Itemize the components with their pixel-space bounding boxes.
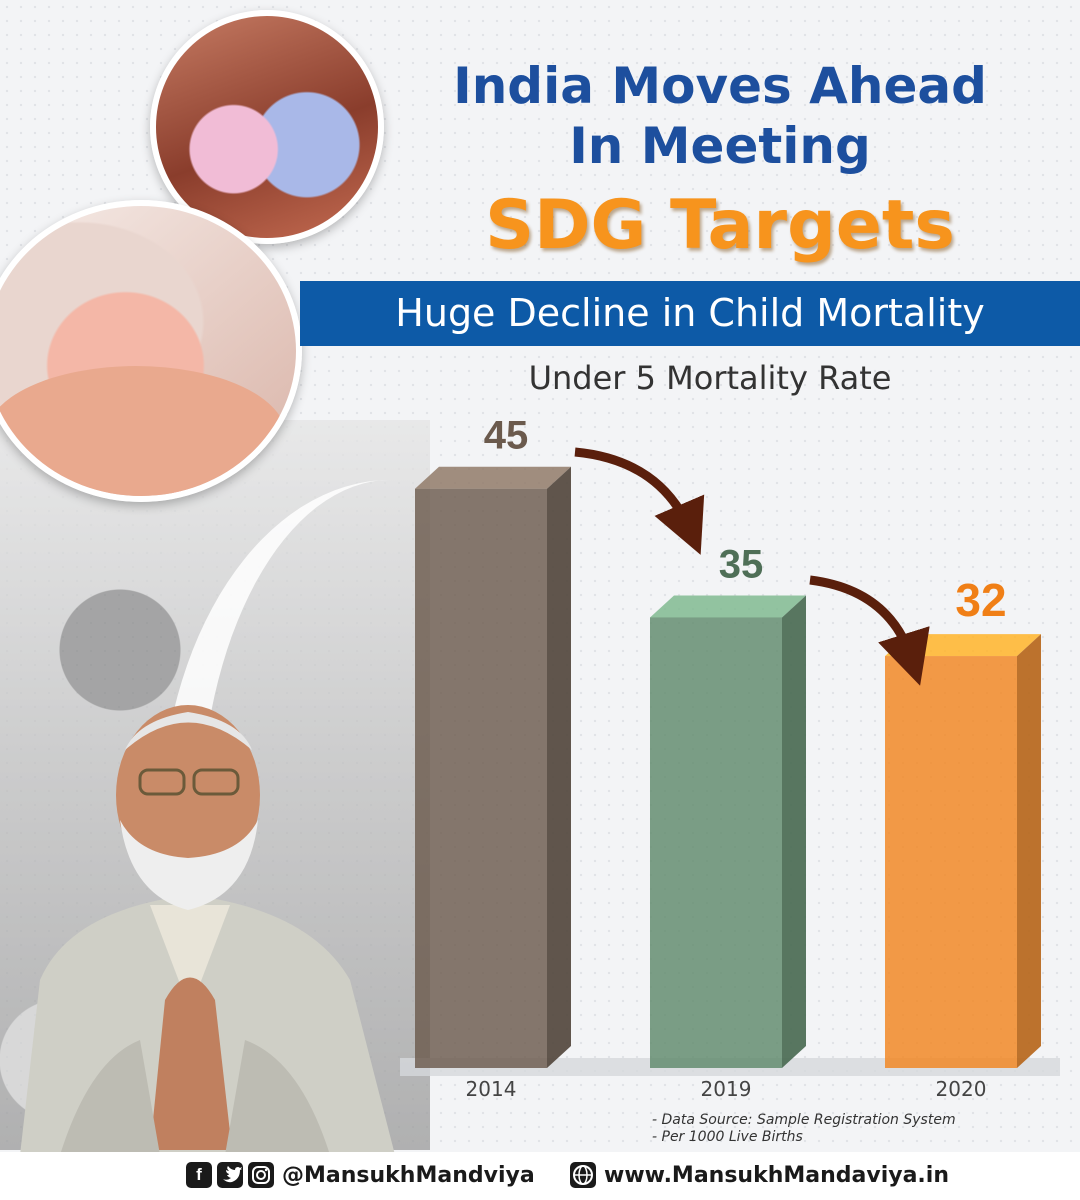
instagram-icon[interactable]	[248, 1162, 274, 1188]
data-source-note: - Data Source: Sample Registration Syste…	[652, 1112, 956, 1128]
value-label-2020: 32	[955, 574, 1006, 626]
website-url[interactable]: www.MansukhMandaviya.in	[604, 1162, 949, 1188]
chart-title: Under 5 Mortality Rate	[528, 359, 892, 397]
footer	[0, 1152, 1080, 1200]
bar-2020	[885, 656, 1017, 1068]
decline-arrow-2	[809, 575, 930, 686]
newborn-twins-photo	[150, 10, 384, 244]
social-handles: f @MansukhMandviya	[186, 1159, 535, 1191]
banner: Huge Decline in Child Mortality	[300, 281, 1080, 346]
website-link[interactable]: www.MansukhMandaviya.in	[570, 1159, 949, 1191]
chart-notes: - Data Source: Sample Registration Syste…	[652, 1112, 956, 1146]
headline-line2: In Meeting	[569, 117, 871, 175]
bar-side-2020	[1017, 634, 1041, 1068]
x-tick-2020: 2020	[936, 1077, 987, 1101]
bar-side-2014	[547, 466, 571, 1068]
x-tick-2019: 2019	[701, 1077, 752, 1101]
bar-side-2019	[782, 595, 806, 1068]
bar-chart: 45 2014 35 2019 32 2020	[400, 414, 1060, 1101]
headline: India Moves Ahead In Meeting	[380, 56, 1060, 176]
bar-2019	[650, 617, 782, 1068]
value-label-2019: 35	[719, 542, 764, 586]
decline-arrow-1	[574, 447, 705, 555]
value-label-2014: 45	[484, 414, 529, 458]
leader-portrait	[0, 680, 410, 1155]
bar-top-2014	[415, 466, 571, 489]
facebook-icon[interactable]: f	[186, 1162, 212, 1188]
globe-icon	[570, 1162, 596, 1188]
headline-line1: India Moves Ahead	[453, 57, 987, 115]
social-handle[interactable]: @MansukhMandviya	[282, 1162, 535, 1188]
twitter-icon[interactable]	[217, 1162, 243, 1188]
bar-2014	[415, 488, 547, 1068]
bar-top-2019	[650, 595, 806, 618]
banner-text: Huge Decline in Child Mortality	[395, 291, 985, 335]
baby-feet-photo	[0, 200, 302, 502]
x-tick-2014: 2014	[466, 1077, 517, 1101]
headline-highlight: SDG Targets	[485, 186, 955, 265]
unit-note: - Per 1000 Live Births	[652, 1129, 803, 1145]
